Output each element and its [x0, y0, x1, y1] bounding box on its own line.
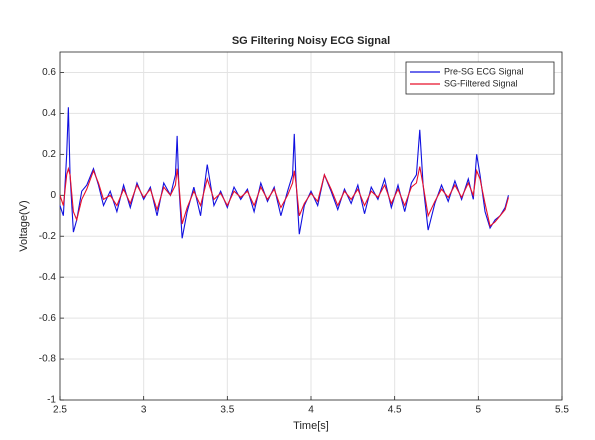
x-tick-label: 5.5: [555, 405, 569, 416]
x-tick-label: 2.5: [53, 405, 67, 416]
x-tick-label: 4.5: [388, 405, 402, 416]
y-tick-label: 0.2: [42, 149, 56, 160]
x-tick-label: 3.5: [220, 405, 234, 416]
y-tick-label: 0: [50, 190, 56, 201]
series-line: [59, 166, 509, 227]
y-tick-label: -0.8: [39, 354, 57, 365]
legend-label: Pre-SG ECG Signal: [444, 66, 524, 76]
x-axis-label: Time[s]: [293, 420, 329, 432]
chart-title: SG Filtering Noisy ECG Signal: [232, 35, 390, 47]
y-tick-label: -0.6: [39, 313, 57, 324]
y-tick-label: -0.2: [39, 231, 57, 242]
legend-label: SG-Filtered Signal: [444, 78, 518, 88]
y-tick-label: 0.6: [42, 67, 56, 78]
y-axis-label: Voltage(V): [18, 200, 30, 251]
x-tick-label: 5: [476, 405, 482, 416]
plot-frame: [59, 51, 563, 401]
x-tick-label: 4: [308, 405, 314, 416]
y-tick-label: 0.4: [42, 108, 56, 119]
y-tick-label: -0.4: [39, 272, 57, 283]
legend-box: [405, 61, 555, 95]
y-tick-label: -1: [47, 395, 56, 406]
x-tick-label: 3: [141, 405, 147, 416]
